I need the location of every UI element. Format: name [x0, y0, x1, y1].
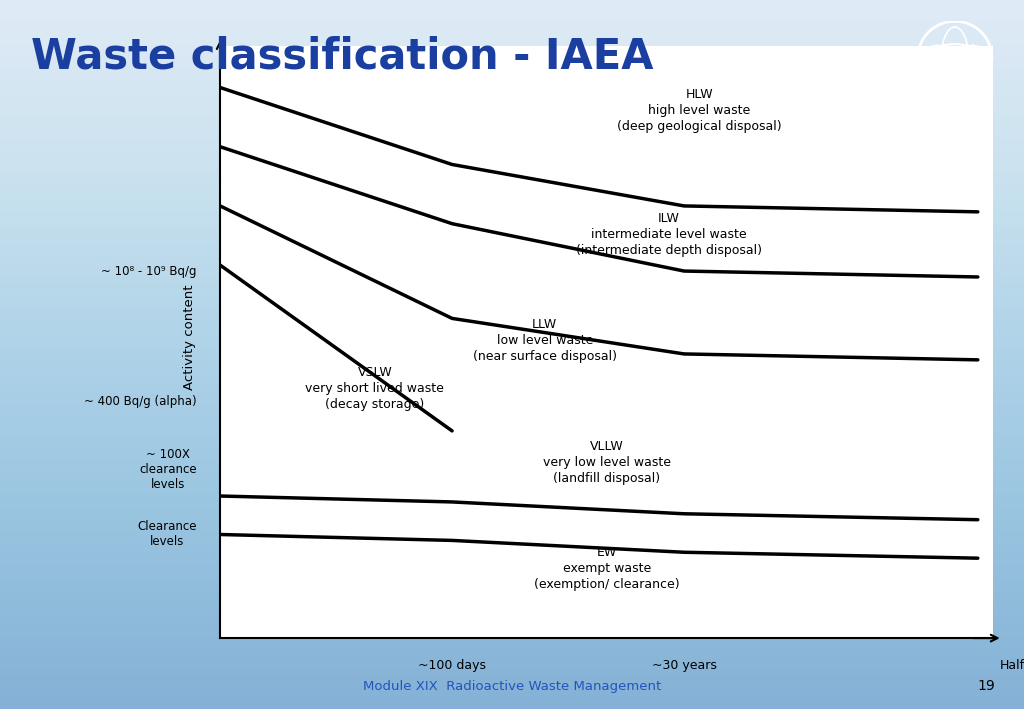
Text: ILW
intermediate level waste
(intermediate depth disposal): ILW intermediate level waste (intermedia… — [575, 212, 762, 257]
Text: 19: 19 — [978, 679, 995, 693]
Text: EW
exempt waste
(exemption/ clearance): EW exempt waste (exemption/ clearance) — [534, 547, 680, 591]
Text: ~ 10⁸ - 10⁹ Bq/g: ~ 10⁸ - 10⁹ Bq/g — [101, 264, 197, 277]
Text: VLLW
very low level waste
(landfill disposal): VLLW very low level waste (landfill disp… — [543, 440, 671, 485]
Text: Waste classification - IAEA: Waste classification - IAEA — [31, 35, 653, 77]
Text: ~30 years: ~30 years — [651, 659, 717, 672]
Text: ~ 400 Bq/g (alpha): ~ 400 Bq/g (alpha) — [84, 395, 197, 408]
Text: Module XIX  Radioactive Waste Management: Module XIX Radioactive Waste Management — [362, 681, 662, 693]
Text: ~ 100X
clearance
levels: ~ 100X clearance levels — [139, 448, 197, 491]
Text: HLW
high level waste
(deep geological disposal): HLW high level waste (deep geological di… — [617, 87, 781, 133]
Text: Half-life: Half-life — [1000, 659, 1024, 672]
Text: IAEA: IAEA — [939, 96, 971, 109]
Text: Clearance
levels: Clearance levels — [137, 520, 197, 549]
Text: ~100 days: ~100 days — [418, 659, 486, 672]
Text: VSLW
very short lived waste
(decay storage): VSLW very short lived waste (decay stora… — [305, 366, 444, 411]
Text: Activity content: Activity content — [183, 284, 196, 389]
Text: LLW
low level waste
(near surface disposal): LLW low level waste (near surface dispos… — [473, 318, 616, 364]
